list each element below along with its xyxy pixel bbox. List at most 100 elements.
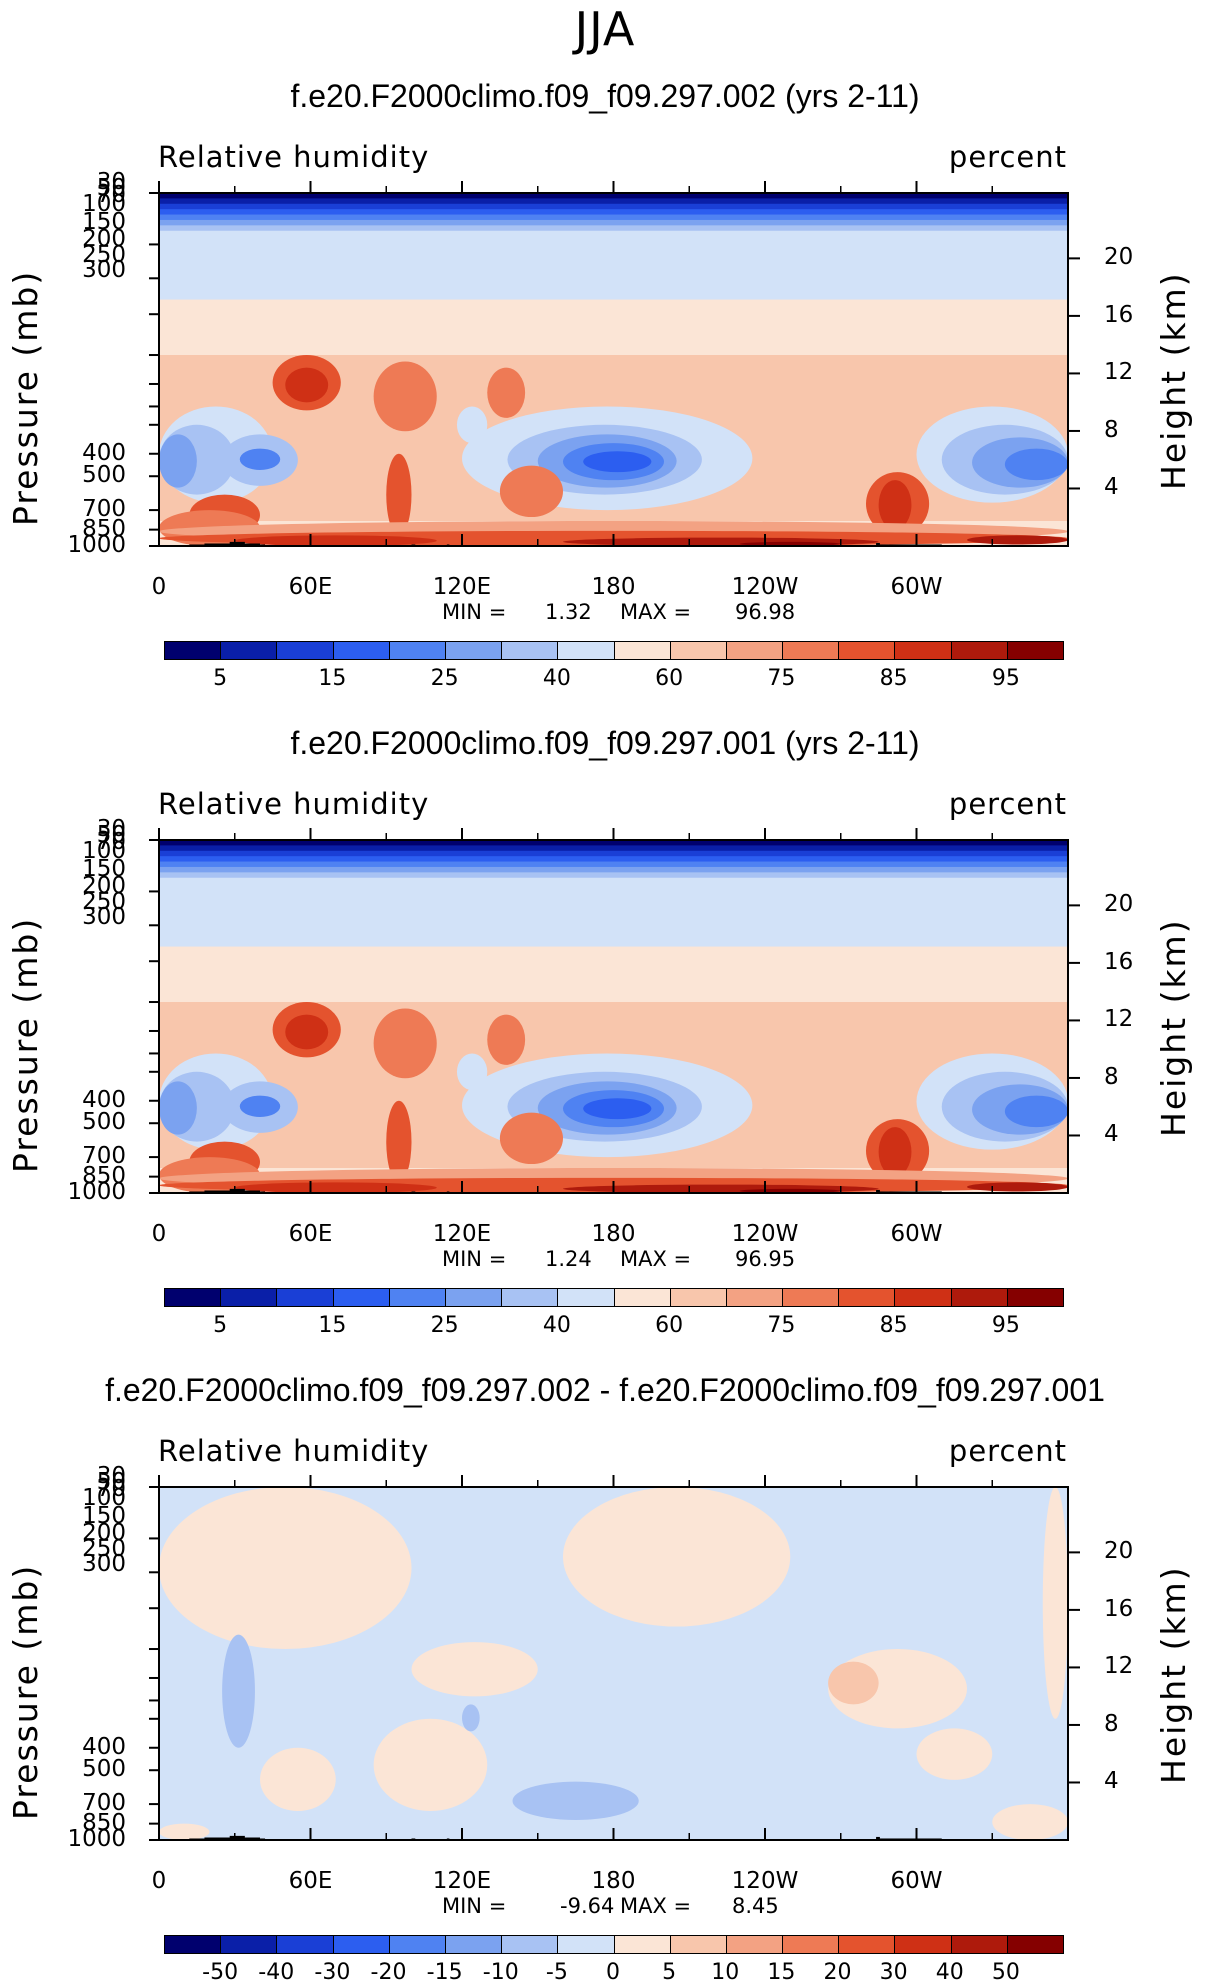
colorbar-swatch [333,1289,390,1306]
min-value: 1.24 [545,1247,592,1271]
field-contour [583,451,652,473]
field-contour [159,225,1068,232]
y-tick-label: 200 [82,226,126,252]
y-tick-label: 30 [96,1463,126,1489]
colorbar-label: -10 [482,1960,519,1985]
y-tick-label: 100 [82,838,126,864]
y-tick-label: 100 [82,1485,126,1511]
colorbar-swatch [277,642,334,659]
height-tick-label: 16 [1104,1595,1134,1622]
field-contour [373,1718,488,1812]
x-tick-label: 60W [890,1868,943,1894]
topography-andes [876,1836,880,1840]
field-contour [159,850,1068,857]
x-tick-label: 180 [591,1868,636,1894]
y-tick-label: 300 [82,257,126,283]
colorbar-swatch [445,1289,503,1306]
colorbar-swatch [670,642,727,659]
colorbar-swatch [839,642,896,659]
y-tick-label: 700 [82,1790,126,1817]
height-tick-label: 4 [1104,1768,1119,1795]
left-label: Relative humidity [158,1434,430,1468]
colorbar-label: 50 [991,1960,1020,1985]
field-contour [583,1098,652,1120]
colorbar-swatch [1007,1289,1063,1306]
topography-africa [189,1188,266,1193]
x-tick-label: 0 [151,574,167,600]
colorbar-swatch [1007,1936,1063,1953]
field-contour [386,1100,412,1183]
colorbar-label: 5 [662,1960,677,1985]
colorbar-label: 30 [879,1960,908,1985]
colorbar-label: 15 [767,1960,796,1985]
max-label: MAX = [620,1894,692,1918]
colorbar-swatch [951,1936,1008,1953]
y-tick-label: 850 [82,515,126,542]
colorbar-swatch [558,1289,615,1306]
field-contour [1004,1095,1068,1128]
field-contour [159,219,1068,226]
y-tick-label: 1000 [67,1826,126,1852]
field-contour [159,1823,210,1840]
colorbar-swatch [783,642,840,659]
y-tick-label: 70 [96,829,126,855]
colorbar-swatch [389,1289,446,1306]
colorbar-swatch [839,1289,896,1306]
colorbar-swatch [221,1936,278,1953]
field-contour [159,1487,412,1650]
x-tick-label: 0 [151,1868,167,1894]
field-contour [916,1728,993,1780]
colorbar-label: 85 [879,1313,908,1338]
contour-plot [149,828,1080,1194]
colorbar-label: 10 [711,1960,740,1985]
field-contour [487,1014,526,1065]
field-contour [499,465,563,518]
y-tick-label: 500 [82,1109,126,1136]
y-tick-label: 100 [82,191,126,217]
colorbar-swatch [951,1289,1008,1306]
colorbar-swatch [895,642,952,659]
colorbar-swatch [445,1936,503,1953]
y-tick-label: 200 [82,873,126,899]
colorbar-label: 95 [991,1313,1020,1338]
field-contour [499,1112,563,1165]
colorbar-label: 5 [213,666,228,691]
min-value: 1.32 [545,600,592,624]
colorbar-swatch [277,1936,334,1953]
x-tick-label: 120W [731,574,799,600]
y-tick-label: 150 [82,1503,126,1529]
y-tick-label: 30 [96,816,126,842]
field-contour [462,1704,480,1732]
field-contour [411,1642,538,1697]
x-tick-label: 60W [890,1221,943,1247]
left-label: Relative humidity [158,140,430,174]
colorbar-label: 85 [879,666,908,691]
colorbar-swatch [726,642,784,659]
field-contour [992,1804,1068,1840]
x-tick-label: 60E [288,1221,333,1247]
x-tick-label: 60W [890,574,943,600]
field-contour [234,535,437,546]
field-contour [159,861,1068,868]
min-label: MIN = [442,600,507,624]
colorbar-swatch [895,1936,952,1953]
colorbar-swatch [726,1936,784,1953]
height-tick-label: 4 [1104,474,1119,501]
y-tick-label: 30 [96,169,126,195]
x-tick-label: 0 [151,1221,167,1247]
colorbar-swatch [333,1936,390,1953]
x-tick-label: 120E [432,574,492,600]
field-contour [159,840,1068,846]
colorbar [164,1935,1064,1954]
colorbar-swatch [389,642,446,659]
field-contour [285,1014,329,1050]
x-tick-label: 120W [731,1868,799,1894]
topography-andes [876,542,880,546]
height-tick-label: 20 [1104,891,1134,918]
height-tick-label: 8 [1104,416,1119,443]
colorbar [164,641,1064,660]
y-tick-label: 50 [96,822,126,848]
y-tick-label: 250 [82,889,126,915]
colorbar-swatch [502,1936,559,1953]
field-contour [159,198,1068,205]
